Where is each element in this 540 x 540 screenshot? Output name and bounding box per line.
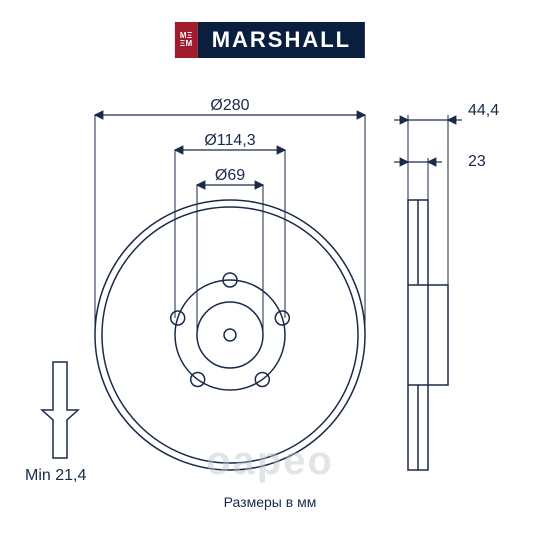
dim-d69: Ø69 (215, 167, 245, 184)
dim-w44-4: 44,4 (468, 102, 499, 119)
extension-lines (95, 115, 448, 335)
page: MΞ ΞM MARSHALL (0, 0, 540, 540)
side-view (408, 200, 448, 470)
dim-min-thickness: Min 21,4 (25, 467, 86, 484)
logo-badge-line2: ΞM (180, 40, 193, 48)
dim-d280: Ø280 (210, 97, 249, 114)
logo-name: MARSHALL (198, 22, 365, 58)
brand-logo: MΞ ΞM MARSHALL (175, 22, 365, 58)
dim-w23: 23 (468, 153, 486, 170)
dim-d114-3: Ø114,3 (204, 132, 255, 149)
logo-badge: MΞ ΞM (175, 22, 198, 58)
thickness-gauge (42, 362, 78, 458)
technical-drawing: Ø280 Ø114,3 Ø69 44,4 23 Min 21,4 (0, 60, 540, 490)
front-view (95, 200, 365, 470)
units-caption: Размеры в мм (0, 494, 540, 510)
